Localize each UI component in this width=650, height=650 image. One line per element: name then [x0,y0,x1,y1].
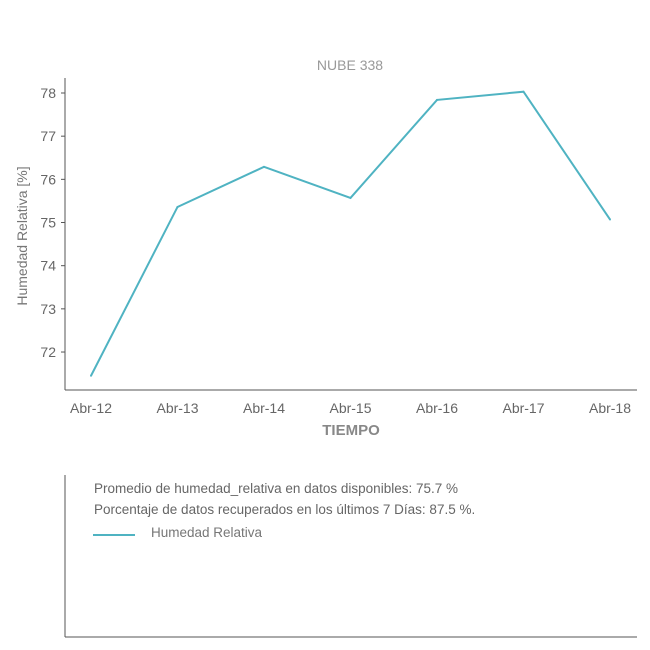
data-point [436,98,438,101]
y-tick-label: 72 [40,344,56,360]
y-tick-label: 75 [40,215,56,231]
x-tick-label: Abr-12 [70,400,112,416]
data-point [90,374,92,377]
y-tick-label: 77 [40,128,56,144]
data-point [349,196,352,199]
x-tick-label: Abr-15 [329,400,371,416]
y-tick-label: 78 [40,85,56,101]
x-tick-label: Abr-14 [243,400,285,416]
x-tick-label: Abr-18 [589,400,631,416]
chart-title: NUBE 338 [317,57,383,73]
data-point [609,218,611,221]
average-text: Promedio de humedad_relativa en datos di… [94,481,458,496]
data-point [263,165,265,168]
data-point [522,90,525,93]
x-tick-label: Abr-17 [502,400,544,416]
y-tick-label: 73 [40,301,56,317]
x-axis-label: TIEMPO [322,422,380,439]
series-line-humedad-relativa [90,90,611,377]
y-tick-label: 76 [40,171,56,187]
y-axis-label: Humedad Relativa [%] [14,166,30,305]
x-tick-label: Abr-13 [156,400,198,416]
recovered-text: Porcentaje de datos recuperados en los ú… [94,502,476,517]
legend-label: Humedad Relativa [151,525,263,540]
x-tick-label: Abr-16 [416,400,458,416]
y-tick-label: 74 [40,258,56,274]
data-point [176,205,179,208]
legend-line-swatch [93,534,135,536]
